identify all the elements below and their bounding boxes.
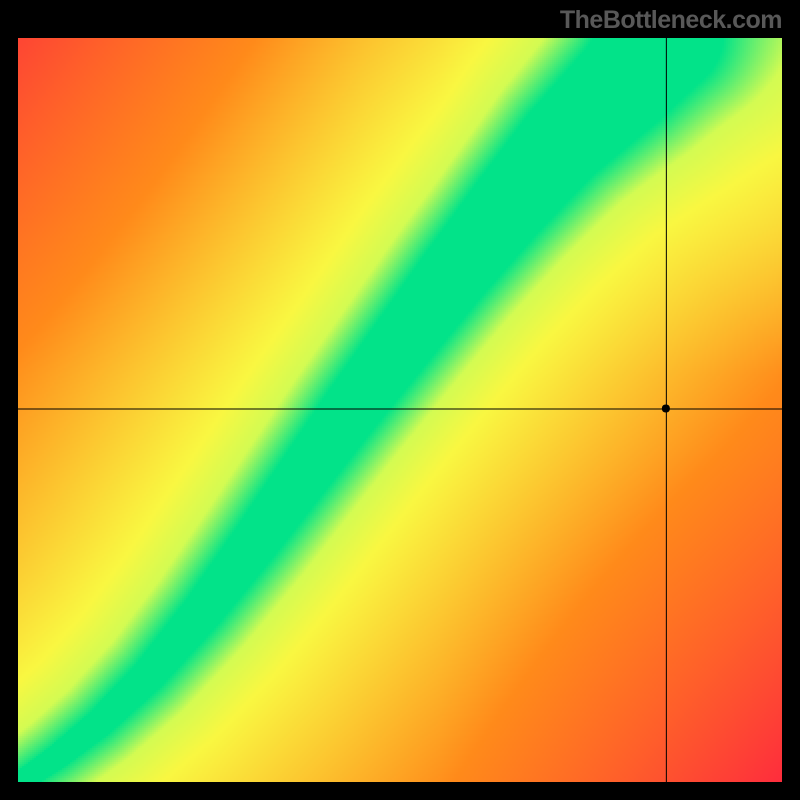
heatmap-plot bbox=[18, 38, 782, 782]
heatmap-canvas bbox=[18, 38, 782, 782]
chart-container: TheBottleneck.com bbox=[0, 0, 800, 800]
watermark-text: TheBottleneck.com bbox=[560, 6, 782, 35]
